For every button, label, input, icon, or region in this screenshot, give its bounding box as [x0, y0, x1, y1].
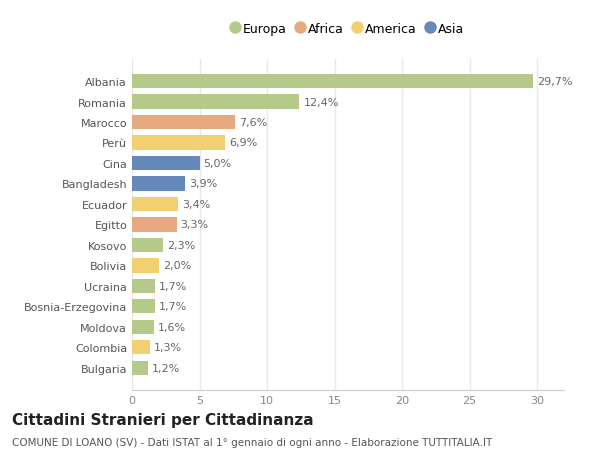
Bar: [132, 238, 163, 252]
Text: 2,0%: 2,0%: [163, 261, 191, 271]
Text: 1,7%: 1,7%: [159, 281, 187, 291]
Bar: [132, 279, 155, 293]
Text: 2,3%: 2,3%: [167, 241, 196, 250]
Bar: [132, 320, 154, 334]
Bar: [132, 177, 185, 191]
Bar: [132, 258, 159, 273]
Text: 3,3%: 3,3%: [181, 220, 209, 230]
Text: 7,6%: 7,6%: [239, 118, 267, 128]
Bar: [132, 361, 148, 375]
Text: Cittadini Stranieri per Cittadinanza: Cittadini Stranieri per Cittadinanza: [12, 413, 314, 428]
Text: 6,9%: 6,9%: [229, 138, 257, 148]
Text: 3,4%: 3,4%: [182, 200, 210, 209]
Text: 3,9%: 3,9%: [188, 179, 217, 189]
Bar: [132, 136, 225, 150]
Text: 1,6%: 1,6%: [158, 322, 186, 332]
Text: COMUNE DI LOANO (SV) - Dati ISTAT al 1° gennaio di ogni anno - Elaborazione TUTT: COMUNE DI LOANO (SV) - Dati ISTAT al 1° …: [12, 437, 492, 447]
Text: 29,7%: 29,7%: [537, 77, 572, 87]
Bar: [132, 116, 235, 130]
Bar: [132, 218, 176, 232]
Text: 1,2%: 1,2%: [152, 363, 181, 373]
Text: 12,4%: 12,4%: [304, 97, 339, 107]
Bar: [132, 341, 149, 355]
Bar: [132, 75, 533, 89]
Text: 1,3%: 1,3%: [154, 342, 182, 353]
Bar: [132, 300, 155, 314]
Text: 1,7%: 1,7%: [159, 302, 187, 312]
Text: 5,0%: 5,0%: [203, 159, 232, 168]
Bar: [132, 157, 199, 171]
Bar: [132, 95, 299, 109]
Legend: Europa, Africa, America, Asia: Europa, Africa, America, Asia: [228, 20, 468, 40]
Bar: [132, 197, 178, 212]
